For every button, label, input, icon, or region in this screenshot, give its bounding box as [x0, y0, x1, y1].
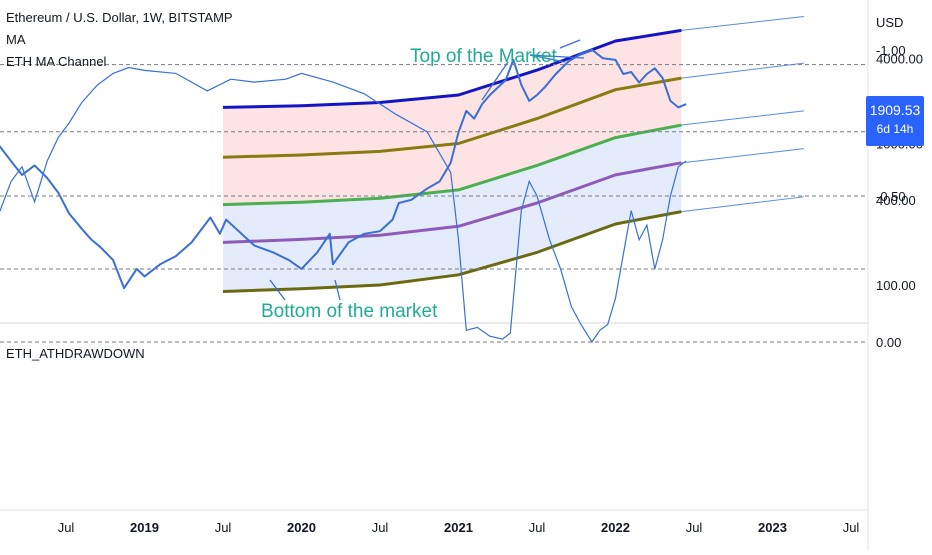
upper-channel-fill — [223, 30, 682, 205]
annotation-arrow-1 — [481, 61, 509, 101]
time-tick-label: Jul — [686, 520, 703, 535]
drawdown-indicator-title[interactable]: ETH_ATHDRAWDOWN — [6, 346, 145, 361]
annotation-arrow-5 — [269, 279, 286, 301]
annotation-arrow-6 — [334, 279, 341, 301]
ma-line-ma-2 — [222, 76, 682, 159]
time-tick-label: Jul — [843, 520, 860, 535]
drawdown-line — [0, 66, 687, 344]
projection-line-4 — [681, 148, 804, 164]
time-tick-label: Jul — [529, 520, 546, 535]
projection-line-3 — [681, 110, 804, 126]
price-tick-label: 400.00 — [876, 193, 916, 208]
time-tick-label: Jul — [58, 520, 75, 535]
currency-label: USD — [876, 15, 903, 30]
annotation-arrow-2 — [529, 54, 566, 63]
time-tick-label: Jul — [215, 520, 232, 535]
ma-line-ma-top — [222, 28, 682, 109]
time-tick-label: 2023 — [758, 520, 787, 535]
last-price-badge: 1909.53 6d 14h — [866, 96, 924, 146]
time-tick-label: 2020 — [287, 520, 316, 535]
price-tick-label: 4000.00 — [876, 51, 923, 66]
annotation-arrow-4 — [559, 39, 581, 49]
ma-line-ma-bottom — [222, 210, 682, 293]
projection-line-5 — [681, 196, 804, 213]
bar-countdown: 6d 14h — [876, 122, 914, 136]
time-tick-label: 2019 — [130, 520, 159, 535]
price-line — [0, 48, 687, 290]
symbol-title[interactable]: Ethereum / U.S. Dollar, 1W, BITSTAMP — [6, 10, 233, 25]
ma-line-ma-mid — [222, 123, 682, 207]
projection-line-1 — [681, 15, 804, 31]
projection-line-2 — [681, 62, 804, 79]
annotation-arrow-3 — [529, 54, 585, 59]
time-tick-label: 2022 — [601, 520, 630, 535]
time-tick-label: 2021 — [444, 520, 473, 535]
drawdown-tick-label: -1.00 — [876, 43, 906, 58]
indicator-ma-label[interactable]: MA — [6, 32, 26, 47]
drawdown-tick-label: -0.50 — [876, 189, 906, 204]
price-tick-label: 100.00 — [876, 278, 916, 293]
top-of-market-annotation: Top of the Market — [410, 46, 557, 67]
drawdown-tick-label: 0.00 — [876, 335, 901, 350]
bottom-of-market-annotation: Bottom of the market — [261, 301, 438, 322]
time-tick-label: Jul — [372, 520, 389, 535]
lower-channel-fill — [223, 125, 682, 292]
ma-line-ma-4 — [222, 161, 682, 244]
indicator-channel-label[interactable]: ETH MA Channel — [6, 54, 107, 69]
last-price-value: 1909.53 — [869, 102, 921, 118]
